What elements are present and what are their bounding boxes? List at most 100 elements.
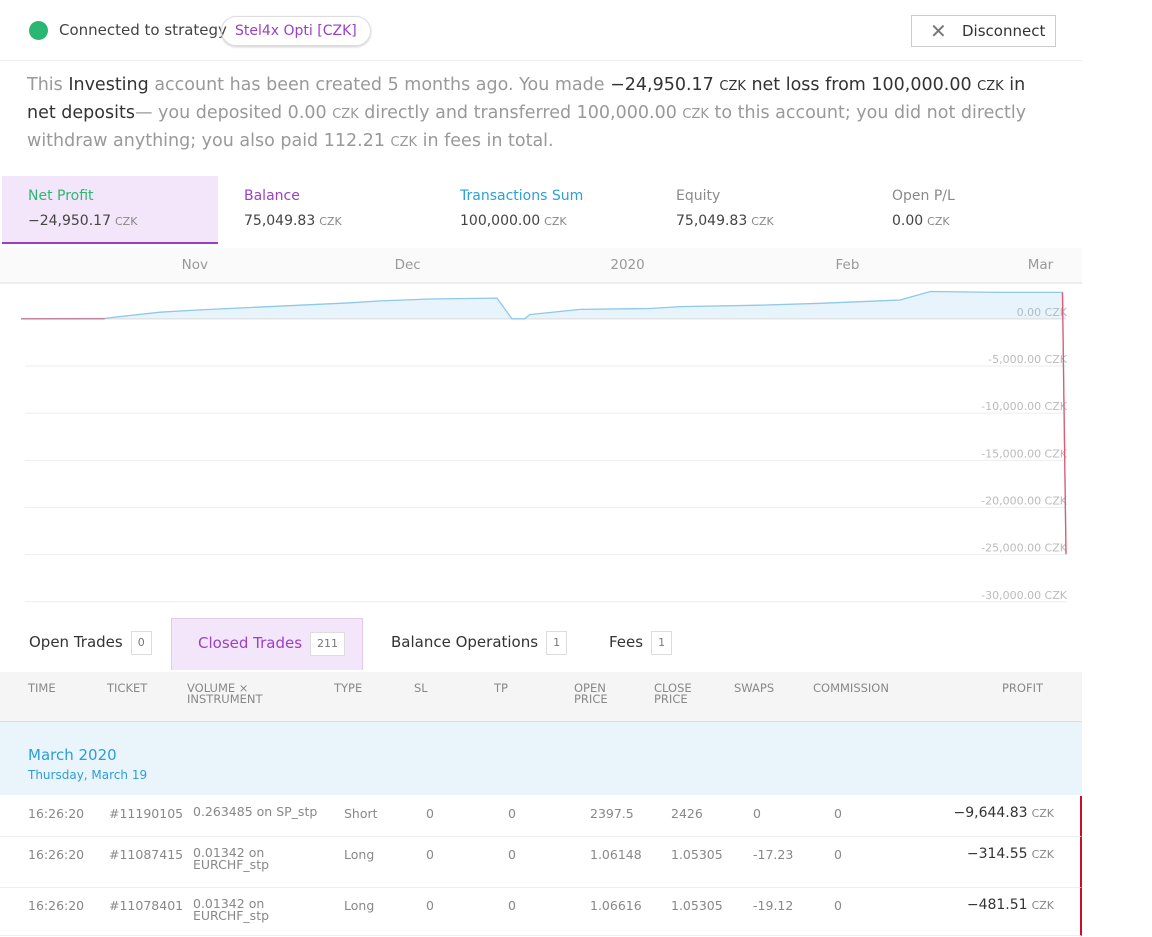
x-tick-label: Nov [182, 257, 208, 273]
tab[interactable]: Balance Operations 1 [364, 618, 581, 670]
summary: This Investing account has been created … [27, 72, 1037, 156]
volume: 0.01342 [193, 896, 245, 911]
cell-commission: 0 [834, 898, 842, 913]
y-tick-label: -15,000.00 CZK [981, 447, 1068, 460]
stat-number: −24,950.17 [28, 213, 111, 229]
cell-open: 2397.5 [590, 806, 634, 821]
cell-tp: 0 [508, 806, 516, 821]
column-header: COMMISSION [813, 681, 889, 695]
status-text: Connected to strategy [59, 21, 227, 39]
tab-label: Balance Operations [391, 633, 539, 651]
cell-swaps: -19.12 [753, 898, 794, 913]
column-header: SWAPS [734, 681, 775, 695]
stat-card[interactable]: Open P/L 0.00 CZK [866, 176, 1082, 244]
stat-value: −24,950.17 CZK [28, 213, 137, 229]
disconnect-button[interactable]: ✕ Disconnect [911, 15, 1056, 47]
cell-type: Long [344, 898, 375, 913]
summary-text: — you deposited 0.00 [134, 103, 333, 123]
y-tick-label: 0.00 CZK [1017, 306, 1068, 319]
joiner: on [248, 896, 265, 911]
tab-label: Open Trades [29, 633, 123, 651]
tab[interactable]: Fees 1 [582, 618, 692, 670]
cell-close: 1.05305 [671, 847, 723, 862]
profit: −481.51 [966, 897, 1028, 913]
x-tick-label: Feb [836, 257, 860, 273]
y-tick-label: -25,000.00 CZK [981, 542, 1068, 555]
joiner: on [248, 845, 265, 860]
profit: −9,644.83 [953, 805, 1028, 821]
summary-text: to this account; you did not directly wi… [27, 103, 1027, 151]
tab-count: 1 [651, 630, 673, 655]
cell-type: Short [344, 806, 378, 821]
stat-card[interactable]: Equity 75,049.83 CZK [650, 176, 866, 244]
column-header: TIME [28, 681, 56, 695]
joiner: on [256, 804, 273, 819]
column-header: OPEN PRICE [574, 681, 608, 706]
stat-card[interactable]: Balance 75,049.83 CZK [218, 176, 434, 244]
stat-card[interactable]: Net Profit −24,950.17 CZK [2, 176, 218, 244]
tab[interactable]: Open Trades 0 [2, 618, 170, 670]
y-tick-label: -10,000.00 CZK [981, 400, 1068, 413]
strategy-pill[interactable]: Stel4x Opti [CZK] [221, 16, 371, 46]
cell-commission: 0 [834, 847, 842, 862]
profit-unit: CZK [1031, 899, 1054, 912]
stat-label: Equity [676, 188, 721, 204]
instrument: SP_stp [276, 804, 318, 819]
stat-label: Open P/L [892, 188, 955, 204]
button-label: Disconnect [962, 22, 1046, 40]
status-dot [29, 21, 48, 40]
x-tick-label: 2020 [610, 257, 644, 273]
tab-count: 211 [310, 631, 346, 656]
volume: 0.263485 [193, 804, 253, 819]
cell-ticket: #11078401 [109, 898, 184, 913]
cell-volume: 0.01342 on EURCHF_stp [193, 845, 318, 871]
y-tick-label: -20,000.00 CZK [981, 494, 1068, 507]
chart: Nov Dec 2020 Feb Mar 0.00 CZK -5,000.00 CZK -10… [0, 248, 1082, 603]
column-header: PROFIT [1001, 681, 1043, 695]
cell-volume: 0.01342 on EURCHF_stp [193, 896, 318, 922]
tab-count: 0 [130, 630, 152, 655]
stat-unit: CZK [544, 215, 567, 228]
summary-text: −24,950.17 [610, 75, 720, 95]
cell-ticket: #11190105 [109, 806, 184, 821]
x-tick-label: Dec [395, 257, 421, 273]
volume: 0.01342 [193, 845, 245, 860]
cell-tp: 0 [508, 898, 516, 913]
negative-segment [1061, 292, 1067, 555]
stat-card[interactable]: Transactions Sum 100,000.00 CZK [434, 176, 650, 244]
area [21, 291, 1066, 319]
stat-unit: CZK [319, 215, 342, 228]
group-subtitle: Thursday, March 19 [28, 768, 148, 782]
header-bar: Connected to strategy Stel4x Opti [CZK] … [0, 0, 1082, 61]
summary-text: This [27, 75, 69, 95]
summary-text: in fees in total. [417, 131, 554, 151]
y-tick-label: -30,000.00 CZK [981, 589, 1068, 602]
column-header: TICKET [107, 681, 148, 695]
table-row[interactable]: 16:26:20 #11078401 Long 0 0 1.06616 1.05305 -19… [0, 888, 1082, 936]
group-row: March 2020 Thursday, March 19 [0, 722, 1082, 795]
profit-unit: CZK [1031, 848, 1054, 861]
column-header: CLOSE PRICE [654, 681, 692, 706]
table-row[interactable]: 16:26:20 #11190105 Short 0 0 2397.5 2426 0 0 0.26… [0, 796, 1082, 837]
cell-commission: 0 [834, 806, 842, 821]
stat-unit: CZK [751, 215, 774, 228]
group-title: March 2020 [28, 746, 117, 764]
stat-value: 75,049.83 CZK [676, 213, 774, 229]
column-header: TP [494, 681, 508, 695]
summary-text: Investing [68, 75, 149, 95]
stat-number: 75,049.83 [244, 213, 316, 229]
tab[interactable]: Closed Trades 211 [171, 618, 363, 670]
cell-tp: 0 [508, 847, 516, 862]
summary-text: in net deposits [27, 75, 1026, 123]
cell-profit: −9,644.83 CZK [953, 805, 1054, 821]
column-header: SL [414, 681, 428, 695]
cell-open: 1.06148 [590, 847, 642, 862]
stat-label: Transactions Sum [460, 188, 584, 204]
summary-text: CZK [977, 79, 1004, 94]
summary-text: CZK [332, 107, 359, 122]
column-header: TYPE [334, 681, 363, 695]
cell-profit: −481.51 CZK [967, 897, 1054, 913]
table-row[interactable]: 16:26:20 #11087415 Long 0 0 1.06148 1.05305 -17… [0, 837, 1082, 888]
summary-text: CZK [719, 79, 746, 94]
